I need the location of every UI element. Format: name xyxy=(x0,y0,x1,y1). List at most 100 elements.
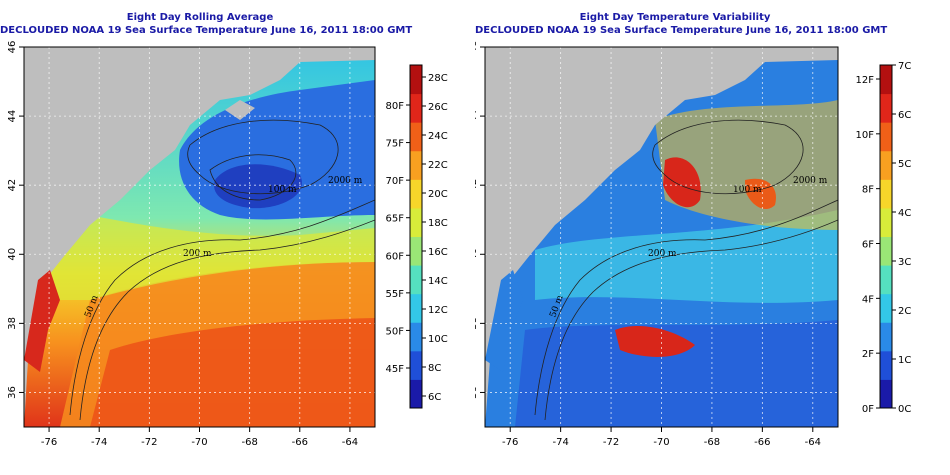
lon-tick-label: -76 xyxy=(41,437,57,448)
lon-tick-label: -72 xyxy=(603,437,619,448)
colorbar-celsius-label: 4C xyxy=(898,208,911,219)
sst-average-panel: Eight Day Rolling Average DECLOUDED NOAA… xyxy=(0,11,448,448)
colorbar-fahrenheit-label: 70F xyxy=(386,176,405,187)
depth-contour xyxy=(69,199,375,416)
gulf-stream-region xyxy=(90,318,375,427)
depth-contour xyxy=(544,219,838,421)
variability-hotspot xyxy=(745,178,776,210)
lat-tick-label: 46 xyxy=(7,41,18,54)
colorbar-celsius-label: 26C xyxy=(428,102,448,113)
colorbar-fahrenheit-label: 0F xyxy=(862,404,874,415)
colorbar-celsius-label: 20C xyxy=(428,189,448,200)
lon-tick-label: -66 xyxy=(292,437,308,448)
map-area: 200 m 2000 m 50 m 100 m xyxy=(24,47,375,427)
lat-tick-label: 44 xyxy=(7,110,18,123)
contour-label-200m: 200 m xyxy=(648,249,677,259)
lat-tick-label: 46 xyxy=(475,41,479,54)
colorbar-celsius-label: 5C xyxy=(898,159,911,170)
lat-tick-label: 40 xyxy=(7,248,18,261)
colorbar-celsius-label: 10C xyxy=(428,334,448,345)
colorbar-fahrenheit-label: 2F xyxy=(862,349,874,360)
colorbar: 0C 1C 2C 3C 4C 5C 6C 7C 0F 2F 4F 6F 8F 10F 12F xyxy=(856,61,912,415)
contour-label-200m: 200 m xyxy=(183,249,212,259)
lon-tick-label: -64 xyxy=(805,437,821,448)
colorbar-swatch xyxy=(880,150,892,180)
depth-contour xyxy=(79,219,375,421)
panel-title: Eight Day Temperature Variability xyxy=(579,12,771,23)
cape-cod xyxy=(225,100,255,120)
colorbar-fahrenheit-label: 6F xyxy=(862,240,874,251)
colorbar-celsius-label: 0C xyxy=(898,404,911,415)
contour-label-2000m: 2000 m xyxy=(328,176,363,186)
lon-tick-label: -76 xyxy=(502,437,518,448)
lat-tick-label: 36 xyxy=(7,386,18,399)
lon-tick-label: -68 xyxy=(704,437,720,448)
map-axes: -76 -74 -72 -70 -68 -66 -64 36 38 40 42 44 46 xyxy=(7,41,358,448)
lat-tick-label: 42 xyxy=(475,179,479,192)
colorbar-swatch xyxy=(410,93,422,123)
colorbar-swatch xyxy=(410,350,422,380)
lat-tick-label: 44 xyxy=(475,110,479,123)
contour-label-100m: 100 m xyxy=(268,185,297,195)
land-mass xyxy=(485,47,838,427)
colorbar-swatch xyxy=(880,236,892,266)
colorbar-fahrenheit-label: 75F xyxy=(386,139,405,150)
panel-title-block: Eight Day Temperature Variability DECLOU… xyxy=(475,11,888,37)
colorbar-fahrenheit-label: 60F xyxy=(386,251,405,262)
lon-tick-label: -66 xyxy=(754,437,770,448)
colorbar-fahrenheit-label: 50F xyxy=(386,326,405,337)
colorbar-swatch xyxy=(410,236,422,266)
colorbar-swatch xyxy=(880,265,892,295)
sst-variability-map: 200 m 2000 m 50 m 100 m -76 -74 -72 -70 -68 -… xyxy=(475,41,912,448)
colorbar-celsius-label: 12C xyxy=(428,305,448,316)
colorbar-celsius-label: 3C xyxy=(898,257,911,268)
map-area: 200 m 2000 m 50 m 100 m xyxy=(485,47,838,427)
depth-contour xyxy=(209,154,297,201)
panel-title-block: Eight Day Rolling Average DECLOUDED NOAA… xyxy=(0,11,412,37)
lon-tick-label: -74 xyxy=(552,437,568,448)
lat-tick-label: 36 xyxy=(475,386,479,399)
lat-tick-label: 40 xyxy=(475,248,479,261)
colorbar-fahrenheit-label: 12F xyxy=(856,75,875,86)
sst-average-map: 200 m 2000 m 50 m 100 m -76 -74 -72 -70 -68-… xyxy=(7,41,448,448)
colorbar-celsius-label: 16C xyxy=(428,247,448,258)
colorbar-fahrenheit-label: 4F xyxy=(862,294,874,305)
colorbar-celsius-label: 14C xyxy=(428,276,448,287)
colorbar-celsius-label: 6C xyxy=(898,110,911,121)
colorbar-fahrenheit-label: 55F xyxy=(386,289,405,300)
colorbar-swatch xyxy=(410,379,422,409)
colorbar-frame xyxy=(409,64,423,409)
colorbar-celsius-label: 2C xyxy=(898,306,911,317)
colorbar-swatch xyxy=(880,207,892,237)
colorbar-swatch xyxy=(880,65,892,95)
lon-tick-label: -68 xyxy=(241,437,257,448)
colorbar-swatch xyxy=(410,265,422,295)
colorbar-celsius-label: 7C xyxy=(898,61,911,72)
lat-tick-label: 38 xyxy=(7,317,18,330)
colorbar-swatch xyxy=(880,350,892,380)
variability-hotspot xyxy=(615,325,695,357)
lon-tick-label: -70 xyxy=(653,437,669,448)
variability-region-high xyxy=(655,100,838,230)
lon-tick-label: -70 xyxy=(191,437,207,448)
colorbar-swatch xyxy=(880,379,892,409)
colorbar-swatch xyxy=(410,293,422,323)
chesapeake-bay xyxy=(24,270,60,372)
sst-variability-panel: Eight Day Temperature Variability DECLOU… xyxy=(475,0,950,475)
map-axes: -76 -74 -72 -70 -68 -66 -64 36 38 40 42 44 46 xyxy=(475,41,821,448)
colorbar-celsius-label: 18C xyxy=(428,218,448,229)
colorbar-fahrenheit-label: 80F xyxy=(386,101,405,112)
variability-hotspot xyxy=(663,157,701,208)
chesapeake-bay xyxy=(485,270,523,372)
panel-title: Eight Day Rolling Average xyxy=(126,12,274,23)
contour-label-100m: 100 m xyxy=(733,185,762,195)
colorbar-swatch xyxy=(880,179,892,209)
depth-contour xyxy=(534,199,838,416)
colorbar-fahrenheit-label: 45F xyxy=(386,364,405,375)
colorbar-swatch xyxy=(410,207,422,237)
colorbar-fahrenheit-label: 10F xyxy=(856,130,875,141)
land-mass xyxy=(24,47,375,427)
lon-tick-label: -64 xyxy=(342,437,358,448)
graticule xyxy=(24,47,375,427)
panel-subtitle: DECLOUDED NOAA 19 Sea Surface Temperatur… xyxy=(475,25,888,36)
